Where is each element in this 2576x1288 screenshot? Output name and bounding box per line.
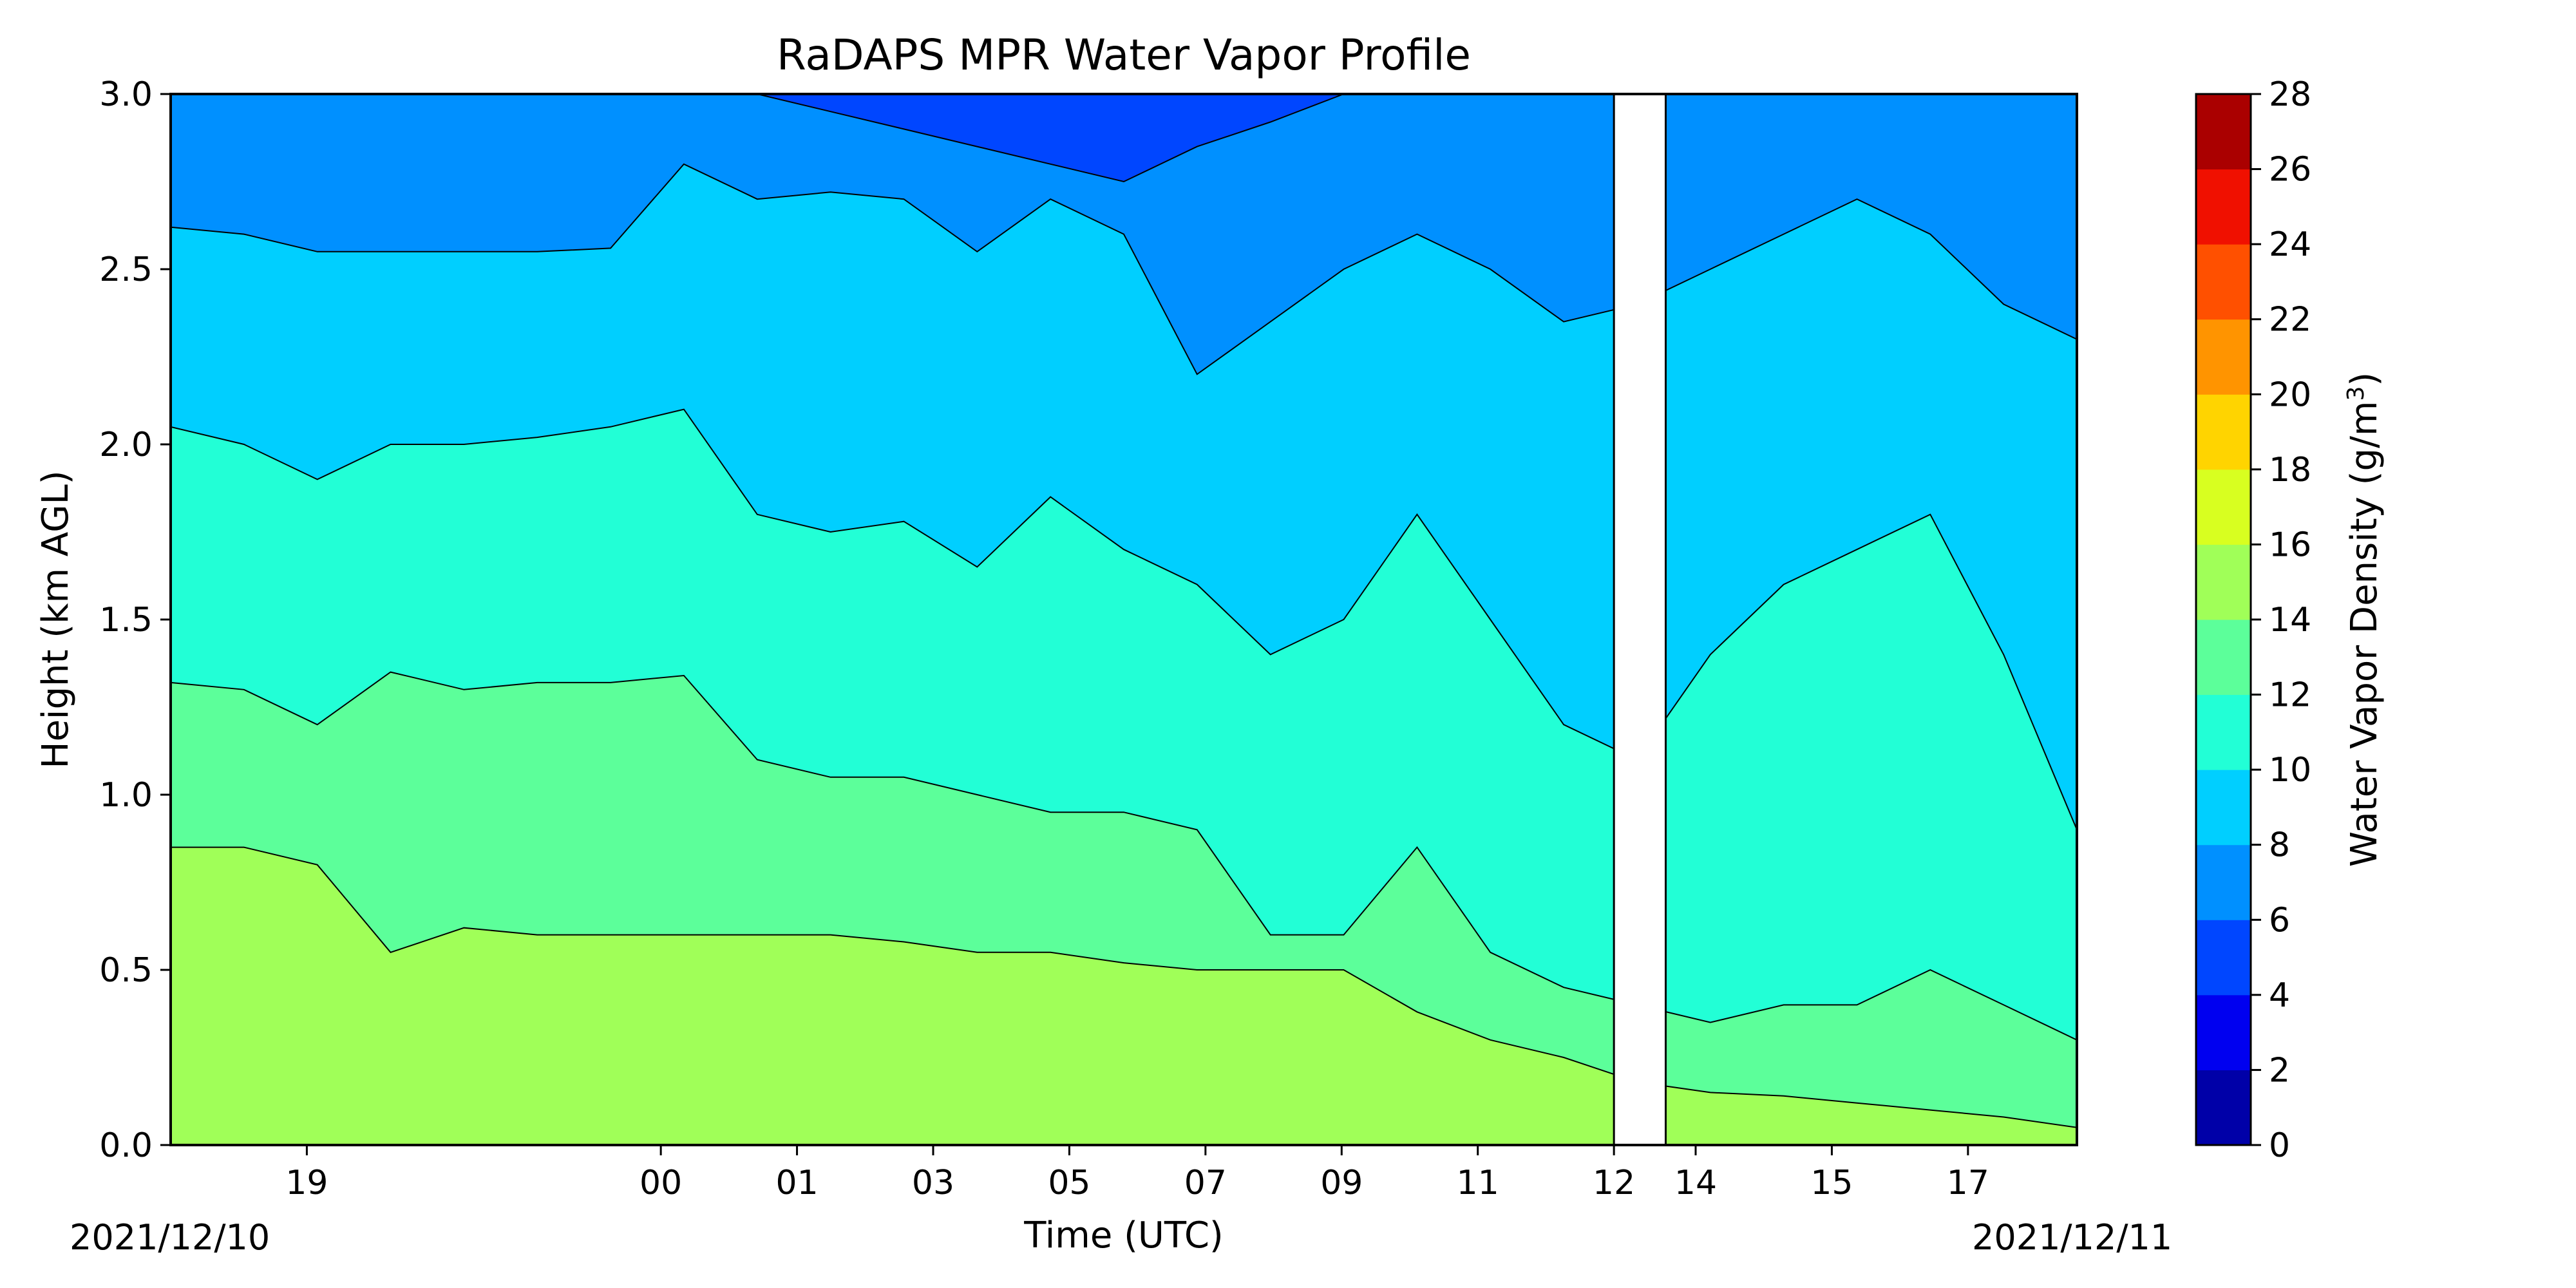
colorbar-segment	[2196, 169, 2251, 245]
x-tick-label: 14	[1674, 1164, 1717, 1202]
colorbar-segment	[2196, 319, 2251, 395]
colorbar-segment	[2196, 620, 2251, 696]
colorbar-tick-label: 24	[2269, 225, 2311, 264]
colorbar-tick-label: 20	[2269, 375, 2311, 414]
x-tick-label: 05	[1048, 1164, 1090, 1202]
y-tick-label: 0.5	[99, 951, 153, 990]
x-axis-ticks: 19 00 01 03 05 07 09 11 12 14 15 17	[285, 1145, 1989, 1202]
colorbar-segment	[2196, 694, 2251, 770]
x-axis-label: Time (UTC)	[1023, 1215, 1224, 1256]
x-tick-label: 07	[1184, 1164, 1227, 1202]
colorbar-tick-label: 8	[2269, 826, 2290, 865]
x-tick-label: 03	[912, 1164, 954, 1202]
colorbar-tick-label: 26	[2269, 151, 2311, 189]
colorbar-segment	[2196, 1070, 2251, 1146]
x-tick-label: 11	[1457, 1164, 1499, 1202]
colorbar-label-main: Water Vapor Density (g/m	[2344, 401, 2385, 867]
contour-line-6	[171, 94, 2077, 183]
chart-title: RaDAPS MPR Water Vapor Profile	[777, 30, 1471, 80]
colorbar-tick-label: 4	[2269, 976, 2290, 1015]
colorbar-label-end: )	[2344, 372, 2385, 386]
colorbar-segment	[2196, 244, 2251, 320]
colorbar-tick-label: 14	[2269, 601, 2311, 639]
contour-line-10	[171, 408, 2077, 830]
colorbar-tick-label: 22	[2269, 301, 2311, 339]
contour-fills	[171, 94, 2077, 1128]
contour-line-14	[171, 846, 2077, 1128]
x-tick-label: 09	[1320, 1164, 1363, 1202]
gap-column	[1613, 94, 1667, 1145]
colorbar-segment	[2196, 394, 2251, 470]
contour-line-8	[171, 163, 2077, 375]
colorbar	[2196, 94, 2251, 1146]
colorbar-tick-label: 18	[2269, 451, 2311, 489]
colorbar-tick-label: 28	[2269, 75, 2311, 114]
colorbar-tick-label: 12	[2269, 676, 2311, 715]
contour-band-6	[171, 94, 2077, 182]
y-axis-label: Height (km AGL)	[35, 470, 77, 768]
colorbar-segment	[2196, 770, 2251, 846]
colorbar-tick-label: 0	[2269, 1126, 2290, 1165]
colorbar-segment	[2196, 994, 2251, 1070]
no-data-gap	[1613, 94, 1667, 1145]
colorbar-tick-label: 2	[2269, 1051, 2290, 1090]
y-tick-label: 1.0	[99, 776, 153, 815]
colorbar-label-sup: 3	[2343, 386, 2369, 401]
y-tick-label: 2.5	[99, 251, 153, 289]
contour-lines	[171, 94, 2077, 1128]
colorbar-segment	[2196, 469, 2251, 545]
y-tick-label: 0.0	[99, 1126, 153, 1165]
x-tick-label: 12	[1593, 1164, 1635, 1202]
contour-line-12	[171, 671, 2077, 1041]
y-tick-label: 2.0	[99, 426, 153, 464]
x-tick-label: 00	[639, 1164, 682, 1202]
colorbar-tick-label: 6	[2269, 901, 2290, 940]
colorbar-tick-label: 16	[2269, 526, 2311, 564]
end-date-label: 2021/12/11	[1972, 1217, 2172, 1258]
y-tick-label: 3.0	[99, 75, 153, 114]
x-tick-label: 19	[285, 1164, 328, 1202]
colorbar-segment	[2196, 844, 2251, 920]
x-tick-label: 17	[1947, 1164, 1989, 1202]
colorbar-segment	[2196, 920, 2251, 996]
y-axis-ticks: 0.0 0.5 1.0 1.5 2.0 2.5 3.0	[99, 75, 171, 1165]
colorbar-tick-label: 10	[2269, 751, 2311, 790]
colorbar-label: Water Vapor Density (g/m3)	[2343, 372, 2386, 867]
plot-area	[171, 94, 2077, 1145]
colorbar-segment	[2196, 94, 2251, 170]
start-date-label: 2021/12/10	[70, 1217, 270, 1258]
y-tick-label: 1.5	[99, 601, 153, 639]
colorbar-segment	[2196, 544, 2251, 620]
x-tick-label: 01	[775, 1164, 818, 1202]
x-tick-label: 15	[1810, 1164, 1853, 1202]
